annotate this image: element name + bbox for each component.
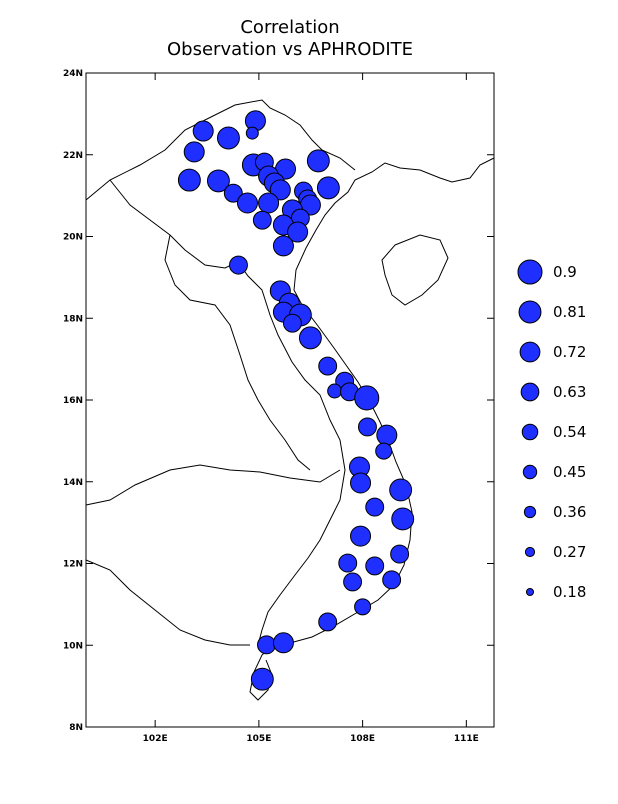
border bbox=[85, 559, 250, 646]
legend-bubble bbox=[518, 300, 542, 324]
y-tick-label: 14N bbox=[63, 478, 83, 488]
legend-label: 0.72 bbox=[553, 343, 586, 361]
legend-label: 0.9 bbox=[553, 263, 577, 281]
station-bubble bbox=[318, 612, 338, 632]
station-bubble bbox=[316, 176, 340, 200]
legend-label: 0.45 bbox=[553, 463, 586, 481]
y-tick-label: 20N bbox=[63, 233, 83, 243]
station-bubble bbox=[223, 183, 243, 203]
legend-bubble bbox=[525, 587, 535, 597]
station-bubble bbox=[236, 192, 258, 214]
station-bubble bbox=[250, 667, 274, 691]
station-bubble bbox=[338, 553, 358, 573]
station-bubble bbox=[343, 572, 363, 592]
legend-bubble bbox=[521, 423, 539, 441]
station-bubble bbox=[354, 598, 372, 616]
legend-bubble bbox=[519, 341, 541, 363]
y-tick-label: 10N bbox=[63, 641, 83, 651]
x-tick-label: 111E bbox=[454, 734, 479, 744]
station-bubble bbox=[229, 255, 248, 275]
y-tick-label: 12N bbox=[63, 560, 83, 570]
border bbox=[109, 179, 346, 646]
y-tick-label: 8N bbox=[69, 723, 83, 733]
station-bubble bbox=[252, 210, 272, 230]
border bbox=[164, 234, 311, 471]
station-bubble bbox=[391, 507, 415, 531]
station-bubble bbox=[272, 632, 294, 654]
y-tick-label: 24N bbox=[63, 69, 83, 79]
station-bubble bbox=[216, 126, 240, 150]
legend-bubble bbox=[517, 259, 543, 285]
station-bubble bbox=[390, 544, 410, 564]
station-bubble bbox=[389, 478, 413, 502]
station-bubble bbox=[183, 141, 205, 163]
chart-title: Correlation bbox=[240, 17, 339, 38]
chart-subtitle: Observation vs APHRODITE bbox=[167, 39, 413, 60]
station-bubble bbox=[177, 168, 201, 192]
y-tick-label: 16N bbox=[63, 396, 83, 406]
station-bubble bbox=[282, 313, 302, 333]
island bbox=[381, 234, 449, 306]
station-bubble bbox=[318, 356, 338, 376]
y-tick-label: 18N bbox=[63, 314, 83, 324]
station-bubble bbox=[357, 417, 377, 437]
station-bubble bbox=[350, 472, 372, 494]
x-tick-label: 102E bbox=[143, 734, 168, 744]
station-bubble bbox=[272, 235, 294, 257]
station-bubble bbox=[365, 556, 385, 576]
legend-bubble bbox=[520, 382, 540, 402]
station-bubble bbox=[269, 179, 291, 201]
station-bubble bbox=[257, 635, 276, 655]
station-bubble bbox=[350, 525, 372, 547]
station-bubble bbox=[382, 570, 402, 590]
legend-bubble bbox=[523, 505, 537, 519]
station-bubble bbox=[375, 442, 393, 460]
x-tick-label: 108E bbox=[350, 734, 375, 744]
station-bubble bbox=[306, 149, 330, 173]
station-bubble bbox=[245, 126, 259, 140]
legend-bubble bbox=[522, 464, 538, 480]
legend-label: 0.18 bbox=[553, 583, 586, 601]
station-bubble bbox=[258, 192, 280, 214]
legend-label: 0.54 bbox=[553, 423, 586, 441]
station-bubble bbox=[354, 385, 380, 411]
border bbox=[85, 99, 356, 201]
y-tick-label: 22N bbox=[63, 151, 83, 161]
legend-label: 0.36 bbox=[553, 503, 586, 521]
station-bubble bbox=[376, 424, 398, 446]
legend-label: 0.63 bbox=[553, 383, 586, 401]
station-bubble bbox=[327, 383, 343, 399]
station-bubble bbox=[192, 120, 214, 142]
border bbox=[85, 464, 341, 506]
x-tick-label: 105E bbox=[246, 734, 271, 744]
station-bubble bbox=[365, 497, 385, 517]
legend-label: 0.81 bbox=[553, 303, 586, 321]
station-bubble bbox=[298, 326, 322, 350]
station-bubble bbox=[287, 221, 309, 243]
legend-bubble bbox=[524, 546, 536, 558]
chart-layer: 102E 105E 108E 111E 8N 10N 12N 14N 16N 18N 20N 22N 2… bbox=[63, 69, 586, 744]
legend-label: 0.27 bbox=[553, 543, 586, 561]
station-bubble bbox=[206, 169, 230, 193]
